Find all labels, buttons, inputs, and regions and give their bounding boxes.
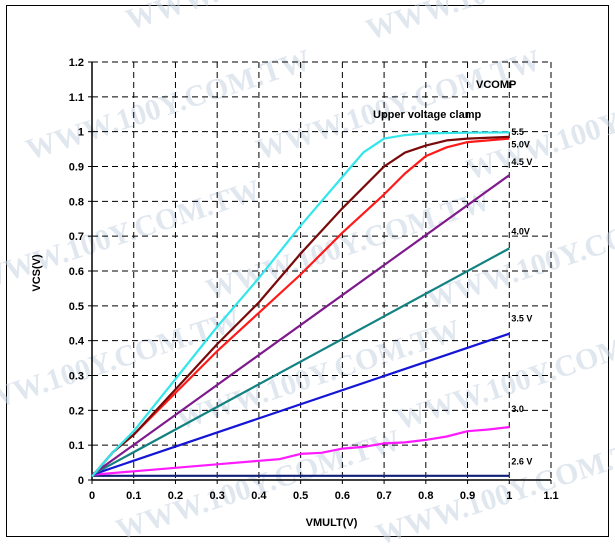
series-end-label: 3.5 V [511, 314, 532, 324]
series-line-3.5v [91, 247, 510, 476]
series-line-5.5 [91, 131, 510, 478]
y-tick-label: 0.7 [69, 231, 84, 243]
series-end-label: 5.5 [511, 127, 524, 137]
y-tick-label: 0.8 [69, 196, 84, 208]
y-tick-label: 0.6 [69, 266, 84, 278]
y-tick-label: 1.1 [69, 92, 84, 104]
x-tick-label: 0 [89, 490, 95, 502]
chart-subtitle: Upper voltage clamp [373, 109, 481, 121]
series-end-label: 5.0V [511, 139, 530, 149]
y-tick-label: 0.5 [69, 301, 84, 313]
x-axis-label: VMULT(V) [306, 517, 358, 529]
x-tick-label: 0.5 [293, 490, 308, 502]
y-axis-label: VCS(V) [31, 254, 43, 292]
x-tick-label: 0.3 [210, 490, 225, 502]
series-line-2.6v [91, 426, 510, 476]
y-tick-label: 0.9 [69, 162, 84, 174]
chart-title: VCOMP [476, 79, 516, 91]
x-tick-label: 0.8 [418, 490, 433, 502]
y-tick-label: 0.1 [69, 440, 84, 452]
x-tick-label: 0.6 [335, 490, 350, 502]
series-end-label: 3.0 [511, 404, 524, 414]
series-end-label: 4.5 V [511, 157, 532, 167]
x-tick-label: 0.4 [251, 490, 267, 502]
series-end-label: 2.6 V [511, 456, 532, 466]
x-tick-label: 0.2 [168, 490, 183, 502]
y-tick-label: 1 [78, 127, 84, 139]
x-tick-label: 0.9 [460, 490, 475, 502]
x-tick-label: 1 [506, 490, 512, 502]
y-tick-label: 0.3 [69, 371, 84, 383]
y-tick-label: 0 [78, 475, 84, 487]
y-tick-label: 1.2 [69, 57, 84, 69]
series-line-3.0 [91, 332, 510, 476]
x-tick-label: 1.1 [543, 490, 558, 502]
series-line-4.0v [91, 174, 510, 476]
series-line-5.0v [91, 135, 510, 478]
x-tick-label: 0.1 [126, 490, 141, 502]
x-tick-label: 0.7 [376, 490, 391, 502]
y-tick-label: 0.4 [69, 336, 85, 348]
series-end-label: 4.0V [511, 226, 530, 236]
y-tick-label: 0.2 [69, 405, 84, 417]
